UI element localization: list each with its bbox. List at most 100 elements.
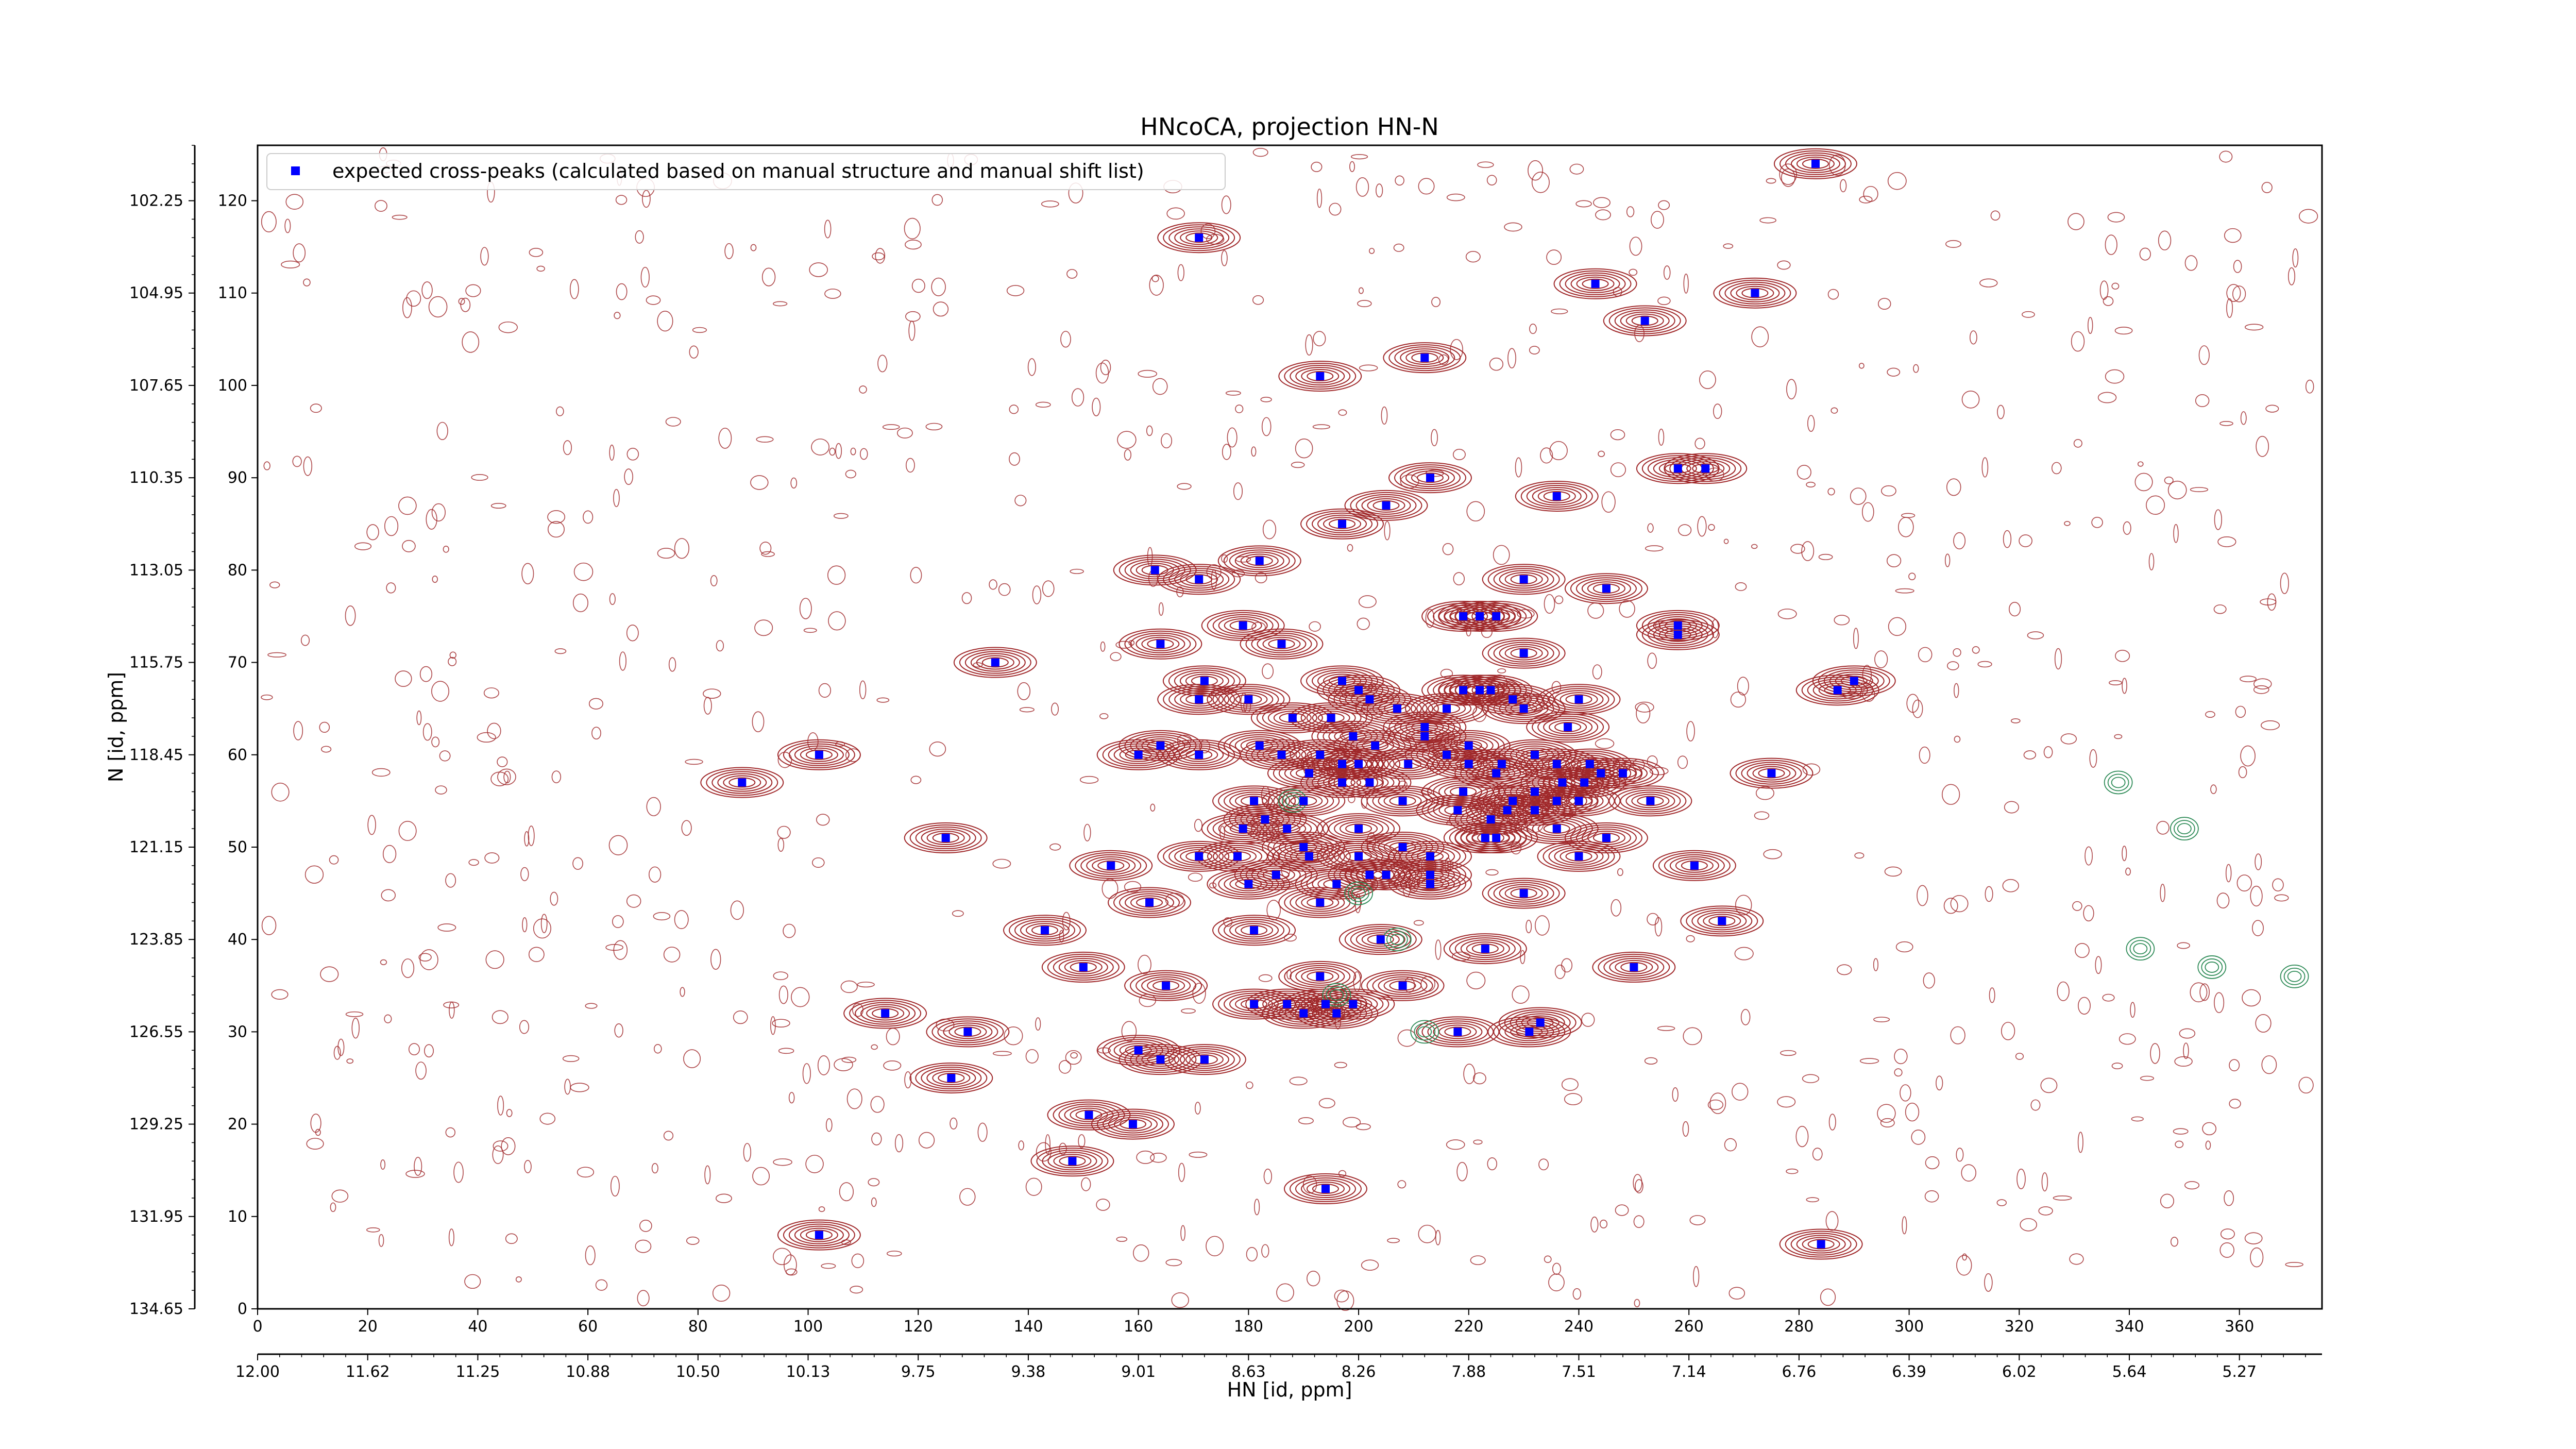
peak-contour: [1730, 283, 1780, 302]
noise-contour: [2103, 296, 2114, 306]
peak-contour: [1290, 796, 1317, 806]
noise-contour: [2146, 495, 2165, 515]
noise-contour: [2131, 1116, 2144, 1122]
peak-contour: [1273, 843, 1345, 870]
noise-contour: [1446, 193, 1465, 201]
peak-contour: [1620, 311, 1670, 330]
cross-peak-point: [1332, 880, 1341, 888]
noise-contour: [2238, 766, 2247, 779]
noise-contour: [799, 598, 812, 619]
peak-contour: [1168, 688, 1230, 711]
noise-contour: [1206, 1236, 1224, 1256]
peak-contour: [1615, 959, 1653, 974]
peak-contour: [1443, 822, 1527, 854]
noise-contour: [906, 458, 915, 473]
cross-peak-point: [1349, 1000, 1358, 1008]
peak-contour: [1119, 1119, 1146, 1130]
noise-contour: [825, 1118, 833, 1132]
cross-peak-point: [963, 1027, 972, 1036]
x-index-tick-label: 360: [2225, 1318, 2254, 1336]
noise-contour: [1280, 881, 1294, 888]
noise-contour: [871, 1044, 878, 1050]
noise-contour: [562, 1055, 580, 1063]
noise-contour: [261, 694, 273, 700]
noise-contour: [487, 722, 501, 739]
peak-contour: [1361, 496, 1411, 515]
noise-contour: [1188, 872, 1203, 882]
peak-contour: [1752, 766, 1791, 781]
noise-contour: [432, 575, 438, 583]
y-ppm-tick-label: 113.05: [129, 561, 183, 579]
noise-contour: [2214, 509, 2223, 530]
peak-contour: [1235, 997, 1274, 1012]
peak-contour: [921, 829, 971, 848]
peak-contour: [1576, 276, 1615, 291]
cross-peak-markers: [738, 159, 1858, 1249]
noise-contour: [1956, 1148, 1964, 1162]
noise-contour: [497, 768, 516, 785]
negative-contour: [2107, 773, 2129, 791]
noise-contour: [1587, 602, 1604, 619]
cross-peak-point: [1509, 695, 1517, 704]
peak-contour: [1251, 632, 1312, 655]
cross-peak-point: [1283, 824, 1292, 833]
noise-contour: [1647, 913, 1659, 925]
peak-contour: [1284, 1006, 1323, 1021]
noise-contour: [1686, 721, 1695, 742]
noise-contour: [1723, 243, 1734, 249]
peak-contour: [728, 777, 756, 788]
peak-contour: [1163, 566, 1235, 593]
noise-contour: [1595, 738, 1615, 749]
x-ppm-tick-label: 5.64: [2112, 1363, 2147, 1381]
peak-contour: [1466, 810, 1516, 829]
noise-contour: [408, 1043, 420, 1055]
noise-contour: [460, 297, 471, 312]
peak-contour: [1388, 868, 1472, 900]
noise-contour: [464, 1274, 481, 1289]
y-ppm-tick-label: 129.25: [129, 1116, 183, 1134]
noise-contour: [712, 1285, 731, 1302]
noise-contour: [616, 283, 628, 300]
noise-contour: [605, 943, 623, 951]
noise-contour: [2229, 1059, 2240, 1072]
noise-contour: [492, 1145, 504, 1164]
peak-contour: [1543, 843, 1615, 870]
peak-contour: [1355, 494, 1417, 517]
noise-contour: [805, 1155, 824, 1173]
cross-peak-point: [1591, 279, 1600, 288]
noise-contour: [536, 265, 545, 272]
noise-contour: [345, 1011, 364, 1017]
peak-contour: [1108, 1115, 1158, 1134]
peak-contour: [1603, 955, 1665, 979]
noise-contour: [680, 987, 685, 997]
peak-contour: [1537, 840, 1621, 872]
peak-contour: [1301, 895, 1340, 910]
peak-contour: [1125, 1045, 1152, 1056]
noise-contour: [1116, 1236, 1128, 1242]
noise-contour: [1689, 1215, 1706, 1225]
noise-contour: [773, 301, 788, 307]
cross-peak-point: [1041, 926, 1049, 935]
noise-contour: [2205, 1140, 2211, 1150]
peak-contour: [1575, 577, 1637, 600]
peak-contour: [1449, 804, 1533, 835]
peak-contour: [1108, 887, 1192, 918]
noise-contour: [626, 625, 639, 642]
noise-contour: [1801, 541, 1815, 561]
cross-peak-point: [1277, 750, 1286, 759]
noise-contour: [1115, 641, 1132, 649]
noise-contour: [1262, 663, 1274, 679]
peak-contour: [1383, 839, 1422, 854]
noise-contour: [2125, 867, 2131, 876]
peak-contour: [1433, 749, 1461, 760]
peak-contour: [1174, 669, 1235, 693]
x-index-tick-label: 200: [1344, 1318, 1373, 1336]
noise-contour: [2002, 879, 2019, 892]
noise-contour: [1795, 1125, 1809, 1148]
peak-contour: [1317, 671, 1367, 690]
noise-contour: [783, 923, 796, 938]
peak-contour: [1047, 1099, 1131, 1131]
noise-contour: [426, 509, 437, 530]
peak-contour: [1614, 309, 1675, 332]
noise-contour: [351, 1017, 360, 1039]
